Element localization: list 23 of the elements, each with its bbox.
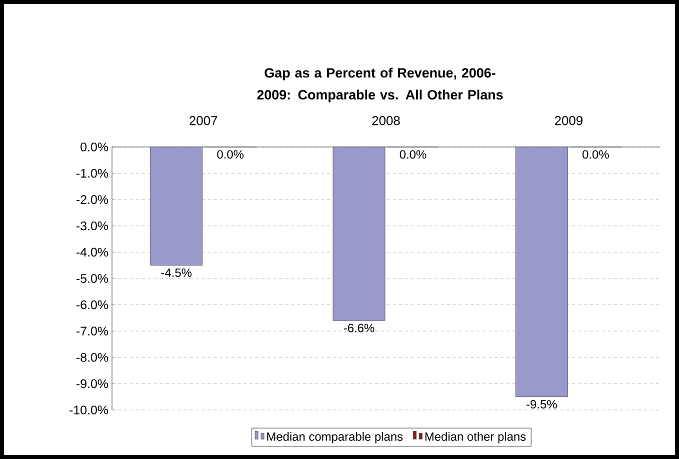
y-tick-label: -10.0% [70, 406, 108, 414]
y-tick-label: -5.0% [76, 274, 108, 283]
y-tick-label: -9.0% [76, 379, 108, 388]
y-tick-label: -8.0% [76, 352, 108, 362]
y-tick-label: -1.0% [76, 168, 108, 178]
data-label: -9.5% [526, 400, 557, 408]
y-tick-label: 0.0% [80, 142, 108, 152]
chart-title: Gap as a Percent of Revenue, 2006-2009: Comparable vs. All Other Plans [257, 68, 503, 102]
x-tick-label: 2007 [190, 116, 218, 126]
data-label: -4.5% [161, 268, 192, 277]
y-tick-label: -7.0% [76, 326, 108, 336]
data-label: 0.0% [582, 150, 609, 159]
y-tick-label: -6.0% [76, 300, 108, 310]
y-tick-label: -2.0% [76, 195, 108, 204]
data-label: -6.6% [344, 324, 374, 332]
y-tick-label: -4.0% [76, 248, 108, 257]
data-label: 0.0% [400, 150, 426, 159]
data-label: 0.0% [217, 150, 244, 159]
y-tick-label: -3.0% [76, 221, 108, 230]
legend-label: Median comparable plans [267, 432, 403, 444]
x-tick-label: 2009 [554, 116, 582, 126]
x-tick-label: 2008 [372, 116, 400, 126]
legend-label: Median other plans [425, 432, 526, 444]
